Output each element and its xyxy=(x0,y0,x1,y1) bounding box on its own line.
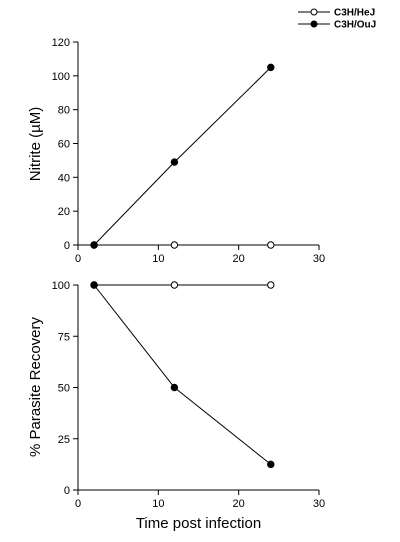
y-tick-label: 100 xyxy=(52,71,70,83)
x-tick-label: 20 xyxy=(233,253,245,265)
data-point-c3h-ouj xyxy=(90,281,98,289)
y-tick-label: 120 xyxy=(52,37,70,49)
nitrite-plot: 0 20 40 60 80 100 120 0 10 20 30 Nitrite (µM) xyxy=(27,37,325,265)
y-tick-label: 75 xyxy=(58,331,70,343)
x-tick-label: 0 xyxy=(75,253,81,265)
y-tick-label: 60 xyxy=(58,139,70,151)
legend-marker-c3h-ouj xyxy=(310,20,318,28)
x-tick-label: 30 xyxy=(313,498,325,510)
legend-label-c3h-hej: C3H/HeJ xyxy=(334,8,375,19)
x-tick-label: 0 xyxy=(75,498,81,510)
series-line-c3h-ouj xyxy=(93,284,272,465)
legend: C3H/HeJ C3H/OuJ xyxy=(298,8,376,31)
data-point-c3h-hej xyxy=(267,281,275,289)
y-tick-label: 40 xyxy=(58,172,70,184)
series-line-c3h-ouj xyxy=(93,67,272,246)
x-tick-label: 10 xyxy=(152,253,164,265)
data-point-c3h-ouj xyxy=(90,241,98,249)
y-tick-label: 100 xyxy=(52,280,70,292)
y-tick-label: 80 xyxy=(58,105,70,117)
y-tick-label: 0 xyxy=(64,240,70,252)
data-point-c3h-ouj xyxy=(267,460,275,469)
x-axis-title: Time post infection xyxy=(136,515,261,532)
x-tick-label: 20 xyxy=(233,498,245,510)
data-point-c3h-hej xyxy=(170,241,179,249)
data-point-c3h-ouj xyxy=(170,158,179,166)
data-point-c3h-hej xyxy=(170,281,179,289)
legend-label-c3h-ouj: C3H/OuJ xyxy=(334,20,376,31)
y-tick-label: 25 xyxy=(58,434,70,446)
x-tick-label: 30 xyxy=(313,253,325,265)
y-tick-label: 20 xyxy=(58,206,70,218)
legend-marker-c3h-hej xyxy=(310,8,318,16)
data-point-c3h-ouj xyxy=(170,383,179,392)
parasite-recovery-plot: 0 25 50 75 100 0 10 20 30 % Parasite Recovery Time… xyxy=(27,280,325,532)
y-axis-title: Nitrite (µM) xyxy=(27,107,44,181)
data-point-c3h-ouj xyxy=(267,63,275,72)
data-point-c3h-hej xyxy=(267,241,275,249)
y-axis-title: % Parasite Recovery xyxy=(27,316,44,457)
y-tick-label: 50 xyxy=(58,383,70,395)
x-tick-label: 10 xyxy=(152,498,164,510)
y-tick-label: 0 xyxy=(64,485,70,497)
